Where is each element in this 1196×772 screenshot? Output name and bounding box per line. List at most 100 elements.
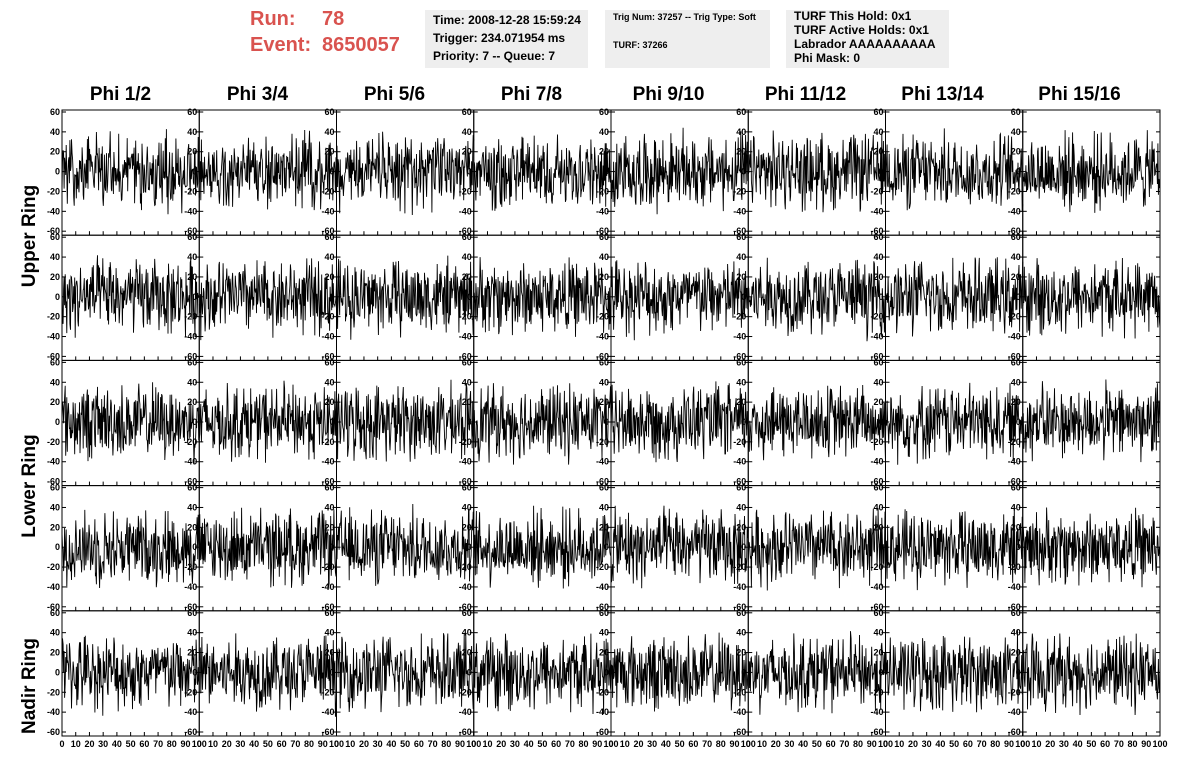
- y-tick-label: 60: [462, 357, 472, 367]
- y-tick-label: 20: [50, 147, 60, 157]
- waveform-trace: [198, 129, 337, 211]
- y-tick-label: 40: [187, 502, 197, 512]
- y-tick-label: 0: [878, 542, 883, 552]
- y-tick-label: -60: [47, 477, 60, 487]
- y-tick-label: 40: [187, 127, 197, 137]
- waveform-trace: [747, 508, 886, 591]
- y-tick-label: 60: [736, 232, 746, 242]
- y-tick-label: -60: [596, 351, 609, 361]
- x-tick-label: 60: [963, 739, 973, 749]
- x-tick-label: 100: [466, 739, 481, 749]
- y-tick-label: 40: [187, 628, 197, 638]
- y-tick-label: 0: [467, 667, 472, 677]
- x-tick-label: 40: [935, 739, 945, 749]
- y-tick-label: -20: [596, 562, 609, 572]
- y-tick-label: -20: [733, 562, 746, 572]
- y-tick-label: 60: [1011, 483, 1021, 493]
- x-tick-label: 90: [455, 739, 465, 749]
- y-tick-label: 20: [187, 397, 197, 407]
- x-tick-label: 70: [290, 739, 300, 749]
- y-tick-label: -20: [1008, 312, 1021, 322]
- y-tick-label: -60: [184, 602, 197, 612]
- y-tick-label: -20: [47, 562, 60, 572]
- y-tick-label: -40: [596, 582, 609, 592]
- column-title: Phi 11/12: [764, 84, 847, 105]
- x-tick-label: 60: [688, 739, 698, 749]
- y-tick-label: 60: [873, 232, 883, 242]
- y-tick-label: -20: [1008, 562, 1021, 572]
- x-tick-label: 100: [1015, 739, 1030, 749]
- x-tick-label: 50: [537, 739, 547, 749]
- y-tick-label: 20: [873, 522, 883, 532]
- column-title: Phi 5/6: [363, 84, 426, 105]
- y-tick-label: 0: [1016, 542, 1021, 552]
- y-tick-label: -20: [596, 687, 609, 697]
- y-tick-label: -60: [733, 727, 746, 737]
- column-title: Phi 1/2: [89, 84, 152, 105]
- x-tick-label: 0: [334, 739, 339, 749]
- x-tick-label: 40: [249, 739, 259, 749]
- y-tick-label: 0: [467, 417, 472, 427]
- waveform-trace: [473, 257, 612, 337]
- y-tick-label: -20: [184, 687, 197, 697]
- x-tick-label: 10: [1031, 739, 1041, 749]
- y-tick-label: -60: [321, 727, 334, 737]
- y-tick-label: 60: [873, 357, 883, 367]
- y-tick-label: -60: [459, 477, 472, 487]
- waveform-trace: [198, 380, 337, 463]
- y-tick-label: 20: [599, 397, 609, 407]
- y-tick-label: 20: [873, 147, 883, 157]
- y-tick-label: 60: [1011, 608, 1021, 618]
- y-tick-label: -20: [596, 186, 609, 196]
- y-tick-label: -20: [1008, 186, 1021, 196]
- y-tick-label: -20: [870, 687, 883, 697]
- y-tick-label: 40: [736, 252, 746, 262]
- y-tick-label: 0: [1016, 167, 1021, 177]
- y-tick-label: 60: [736, 107, 746, 117]
- y-tick-label: 20: [187, 272, 197, 282]
- y-tick-label: -40: [459, 206, 472, 216]
- y-tick-label: 0: [192, 417, 197, 427]
- x-tick-label: 20: [771, 739, 781, 749]
- x-tick-label: 40: [1073, 739, 1083, 749]
- x-tick-label: 80: [1128, 739, 1138, 749]
- y-tick-label: 60: [599, 483, 609, 493]
- x-tick-label: 90: [730, 739, 740, 749]
- x-tick-label: 60: [414, 739, 424, 749]
- y-tick-label: -40: [321, 206, 334, 216]
- trigger-line: Trigger: 234.071954 ms: [433, 31, 566, 45]
- x-tick-label: 90: [1004, 739, 1014, 749]
- x-tick-label: 0: [1020, 739, 1025, 749]
- y-tick-label: 60: [50, 107, 60, 117]
- y-tick-label: 60: [462, 107, 472, 117]
- priority-line: Priority: 7 -- Queue: 7: [433, 49, 556, 63]
- turf-active-line: TURF Active Holds: 0x1: [794, 23, 929, 37]
- x-tick-label: 90: [318, 739, 328, 749]
- x-tick-label: 100: [192, 739, 207, 749]
- y-tick-label: -40: [47, 332, 60, 342]
- y-tick-label: -60: [596, 477, 609, 487]
- y-tick-label: -60: [321, 226, 334, 236]
- x-tick-label: 80: [716, 739, 726, 749]
- x-tick-label: 70: [153, 739, 163, 749]
- y-tick-label: -40: [47, 582, 60, 592]
- y-tick-label: -20: [47, 437, 60, 447]
- event-label: Event:: [250, 34, 312, 56]
- y-tick-label: -40: [321, 332, 334, 342]
- y-tick-label: -20: [870, 562, 883, 572]
- column-title: Phi 15/16: [1038, 84, 1121, 105]
- x-tick-label: 20: [222, 739, 232, 749]
- y-tick-label: 60: [324, 608, 334, 618]
- y-tick-label: 0: [329, 542, 334, 552]
- y-tick-label: -60: [733, 477, 746, 487]
- x-tick-label: 80: [990, 739, 1000, 749]
- x-tick-label: 10: [894, 739, 904, 749]
- y-tick-label: -40: [47, 206, 60, 216]
- waveform-trace: [747, 257, 886, 342]
- time-line: Time: 2008-12-28 15:59:24: [433, 13, 581, 27]
- waveform-trace: [885, 505, 1024, 591]
- x-tick-label: 50: [949, 739, 959, 749]
- waveform-trace: [885, 257, 1024, 337]
- y-tick-label: 20: [1011, 522, 1021, 532]
- y-tick-label: 60: [599, 107, 609, 117]
